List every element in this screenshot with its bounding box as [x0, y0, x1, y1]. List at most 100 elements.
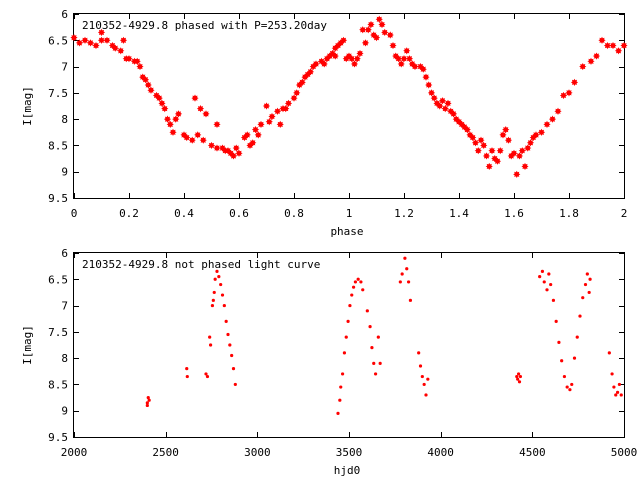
data-point	[136, 62, 144, 71]
data-point	[169, 128, 177, 136]
data-point	[438, 97, 447, 105]
data-point	[199, 136, 207, 144]
data-point	[504, 136, 513, 144]
data-point	[70, 34, 78, 42]
data-point	[336, 411, 340, 415]
data-point	[537, 128, 546, 136]
unphased-y-tick-labels: 6 6.5 7 7.5 8 8.5 9 9.5	[48, 247, 68, 444]
data-point	[394, 55, 403, 63]
y-tick-label: 8	[61, 113, 68, 126]
data-point	[226, 332, 230, 337]
phased-light-curve-panel: 0 0.2 0.4 0.6 0.8 1 1.2 1.4 1.6 1.8 2 6 6.5 7 7.5 8 8.5…	[21, 8, 628, 238]
data-point	[367, 20, 375, 29]
data-point	[513, 170, 521, 178]
data-point	[570, 382, 574, 387]
data-point	[262, 102, 271, 110]
data-point	[408, 298, 413, 302]
data-point	[406, 280, 411, 284]
data-point	[75, 39, 84, 47]
data-point	[147, 398, 151, 402]
phased-plot-frame	[73, 13, 625, 199]
data-point	[499, 131, 507, 139]
data-point	[81, 36, 89, 44]
data-point	[424, 393, 428, 397]
x-tick-label: 3500	[336, 446, 363, 459]
x-tick-label: 0	[71, 207, 78, 220]
data-point	[376, 335, 380, 339]
data-point	[548, 115, 557, 123]
data-point	[578, 314, 582, 318]
data-point	[614, 47, 623, 55]
x-tick-label: 0.8	[284, 207, 304, 220]
data-point	[427, 89, 436, 97]
y-tick-label: 6.5	[48, 34, 68, 47]
data-point	[554, 107, 562, 115]
data-point	[208, 335, 212, 339]
data-point	[133, 57, 141, 65]
data-point	[543, 120, 551, 128]
y-tick-label: 9.5	[48, 192, 68, 205]
data-point	[386, 31, 394, 39]
data-point	[146, 395, 150, 400]
y-tick-label: 7	[61, 300, 68, 313]
data-point	[351, 285, 356, 289]
y-tick-label: 6	[61, 8, 68, 21]
data-point	[119, 36, 128, 44]
x-tick-label: 1.2	[394, 207, 414, 220]
data-point	[185, 367, 189, 371]
data-point	[97, 28, 106, 36]
data-point	[220, 293, 225, 297]
phased-axis-ticks	[74, 14, 625, 199]
data-point	[557, 340, 561, 344]
data-point	[141, 76, 150, 84]
data-point	[389, 41, 397, 50]
data-point	[356, 49, 364, 58]
data-point	[364, 26, 372, 34]
data-point	[581, 296, 585, 300]
data-point	[441, 105, 449, 113]
x-tick-label: 4000	[427, 446, 454, 459]
data-point	[290, 94, 298, 102]
data-point	[340, 372, 345, 376]
data-point	[518, 374, 523, 379]
data-point	[538, 275, 542, 279]
phased-x-tick-labels: 0 0.2 0.4 0.6 0.8 1 1.2 1.4 1.6 1.8 2	[71, 207, 628, 220]
data-point	[614, 393, 618, 397]
data-point	[183, 133, 191, 142]
y-tick-label: 8.5	[48, 378, 68, 391]
data-point	[229, 152, 238, 160]
y-tick-label: 8.5	[48, 139, 68, 152]
data-point	[592, 52, 601, 60]
data-point	[373, 372, 378, 376]
data-point	[144, 81, 152, 89]
data-point	[560, 359, 564, 363]
data-point	[588, 277, 592, 281]
data-point	[372, 361, 376, 365]
data-point	[350, 60, 359, 68]
unphased-light-curve-panel: 2000 2500 3000 3500 4000 4500 5000 6 6.5 7 7.5 8 8.…	[21, 247, 637, 477]
x-tick-label: 0.2	[119, 207, 139, 220]
data-point	[619, 393, 623, 397]
data-point	[405, 55, 414, 63]
data-point	[551, 298, 556, 302]
y-tick-label: 6	[61, 247, 68, 260]
data-point	[97, 36, 106, 44]
data-point	[398, 280, 402, 284]
data-point	[232, 144, 240, 152]
data-point	[172, 115, 180, 123]
data-point	[554, 319, 558, 323]
data-point	[243, 131, 251, 139]
data-point	[356, 277, 360, 281]
data-point	[348, 303, 352, 308]
data-point	[273, 107, 282, 115]
x-tick-label: 2	[621, 207, 628, 220]
y-tick-label: 9	[61, 166, 68, 179]
data-point	[411, 62, 419, 71]
data-point	[378, 361, 382, 365]
data-point	[477, 136, 485, 144]
data-point	[370, 346, 374, 350]
data-point	[559, 91, 568, 100]
data-point	[348, 55, 356, 63]
data-point	[92, 41, 100, 50]
